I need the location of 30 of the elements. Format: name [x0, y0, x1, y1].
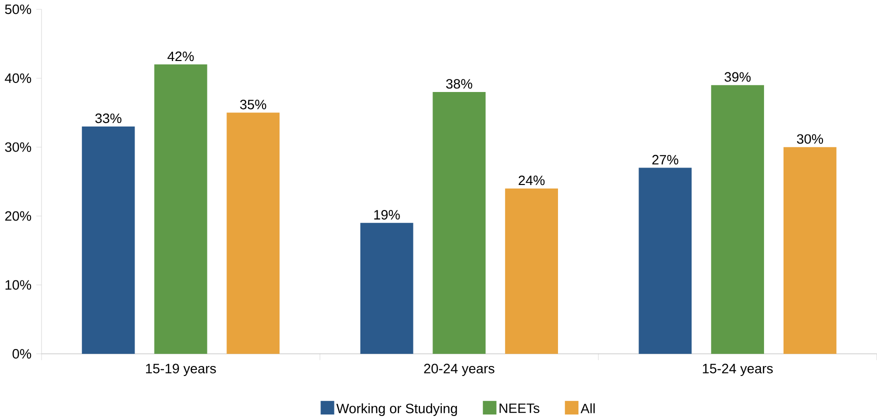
- bar: [82, 126, 135, 354]
- y-tick-label: 50%: [5, 4, 32, 14]
- legend-label: Working or Studying: [336, 403, 457, 416]
- y-tick-label: 0%: [12, 348, 32, 358]
- data-label: 24%: [518, 175, 545, 185]
- legend-label: NEETs: [500, 403, 540, 413]
- data-label: 19%: [374, 210, 400, 220]
- x-tick-label: 15-24 years: [702, 364, 773, 376]
- bar: [360, 222, 414, 354]
- y-tick-label: 10%: [6, 280, 32, 290]
- data-label: 42%: [168, 51, 194, 61]
- x-tick-label: 15-19 years: [146, 364, 216, 376]
- legend-label: All: [580, 403, 595, 413]
- bar: [638, 168, 692, 354]
- data-label: 38%: [446, 78, 472, 88]
- y-tick-label: 40%: [4, 73, 32, 83]
- bar: [226, 112, 280, 354]
- x-tick-label: 20-24 years: [424, 364, 494, 376]
- y-tick-label: 30%: [5, 142, 32, 152]
- bar: [784, 146, 836, 354]
- bar: [505, 188, 558, 354]
- data-label: 33%: [95, 113, 122, 123]
- bar: [154, 64, 208, 354]
- data-label: 35%: [240, 100, 266, 110]
- data-label: 30%: [796, 134, 824, 144]
- data-label: 39%: [724, 72, 751, 82]
- y-tick-label: 20%: [5, 211, 32, 221]
- bar: [432, 92, 486, 354]
- bar: [711, 84, 764, 354]
- data-label: 27%: [652, 154, 678, 164]
